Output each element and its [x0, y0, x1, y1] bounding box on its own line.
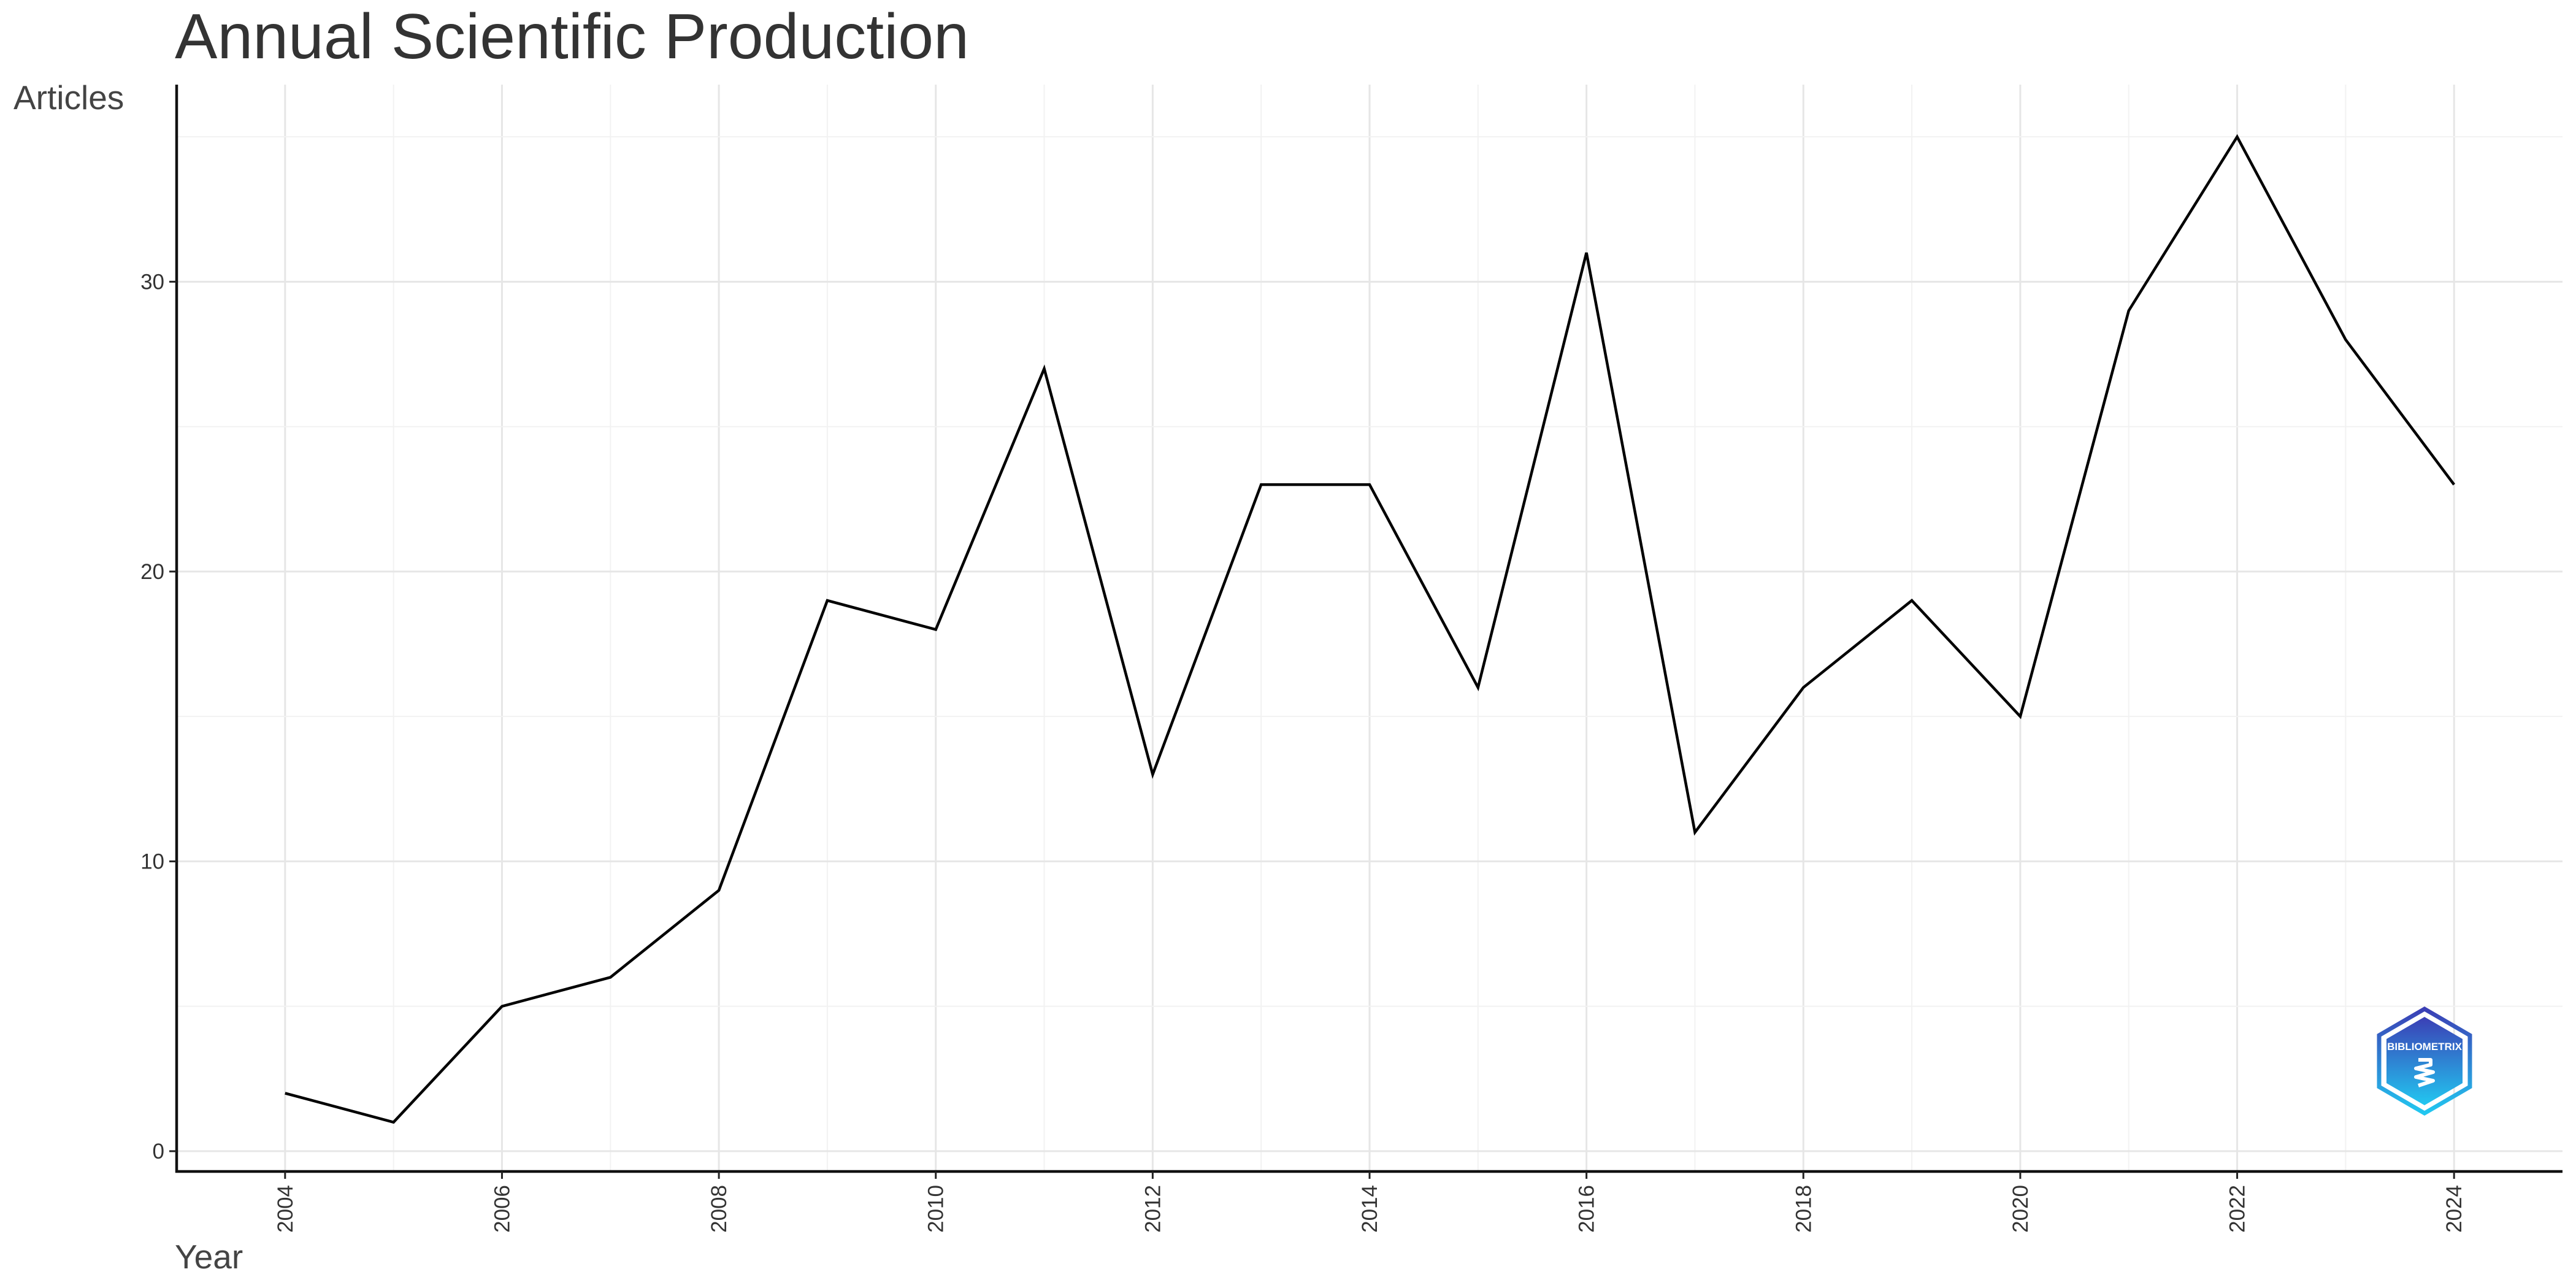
x-tick-label: 2012 [1141, 1185, 1165, 1233]
bibliometrix-logo: BIBLIOMETRIX [2377, 1006, 2472, 1116]
tick-labels: 0 10 20 30 2004 2006 2008 2010 2012 2014 2016 2018 2… [140, 270, 2466, 1233]
x-tick-label: 2016 [1575, 1185, 1599, 1233]
x-axis-title: Year [175, 1238, 243, 1276]
x-tick-label: 2024 [2442, 1185, 2466, 1233]
logo-figure-icon [2414, 1058, 2435, 1087]
x-tick-label: 2020 [2009, 1185, 2033, 1233]
x-tick-label: 2004 [274, 1185, 297, 1233]
logo-text: BIBLIOMETRIX [2387, 1041, 2462, 1052]
x-tick-label: 2014 [1358, 1185, 1382, 1233]
x-tick-label: 2008 [707, 1185, 731, 1233]
gridlines [177, 85, 2563, 1171]
y-axis-title: Articles [13, 79, 124, 117]
x-tick-label: 2022 [2226, 1185, 2250, 1233]
y-tick-label: 0 [153, 1140, 164, 1163]
axes [169, 85, 2563, 1179]
x-tick-label: 2010 [924, 1185, 948, 1233]
y-tick-label: 20 [140, 560, 164, 584]
x-tick-label: 2018 [1792, 1185, 1815, 1233]
series-line-0 [285, 134, 2456, 1124]
y-tick-label: 10 [140, 849, 164, 873]
y-tick-label: 30 [140, 270, 164, 294]
logo-hexagon-outer [2377, 1006, 2472, 1116]
series-layer [285, 134, 2456, 1124]
chart-title: Annual Scientific Production [175, 1, 969, 72]
x-tick-label: 2006 [490, 1185, 514, 1233]
